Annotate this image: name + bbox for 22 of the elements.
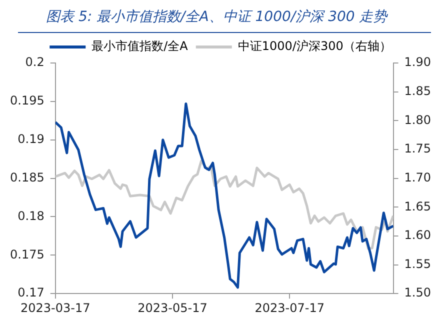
- x-tick-label: 2023-07-17: [254, 300, 324, 315]
- y-tick-label: 0.185: [10, 170, 44, 184]
- x-tick-label: 2023-05-17: [138, 300, 208, 315]
- legend-label: 中证1000/沪深300（右轴）: [238, 39, 392, 54]
- y-tick-label: 0.17: [18, 286, 44, 300]
- y2-tick-label: 1.75: [404, 142, 431, 156]
- y-tick-label: 0.19: [18, 132, 44, 146]
- y2-tick-label: 1.90: [404, 55, 431, 70]
- chart-title: 图表 5: 最小市值指数/全A、中证 1000/沪深 300 走势: [18, 0, 431, 33]
- x-tick-label: 2023-03-17: [20, 300, 90, 315]
- y2-tick-label: 1.55: [404, 256, 431, 271]
- y2-tick-label: 1.80: [404, 112, 431, 127]
- legend-label: 最小市值指数/全A: [92, 39, 189, 54]
- y2-tick-label: 1.60: [404, 228, 431, 242]
- y2-tick-label: 1.85: [404, 84, 431, 98]
- y-tick-label: 0.2: [25, 55, 44, 70]
- y2-tick-label: 1.70: [404, 170, 431, 184]
- y-tick-label: 0.18: [18, 208, 44, 223]
- y2-tick-label: 1.50: [404, 286, 431, 300]
- y-tick-label: 0.175: [10, 247, 44, 262]
- y-tick-label: 0.195: [10, 94, 44, 108]
- y2-tick-label: 1.65: [404, 199, 431, 214]
